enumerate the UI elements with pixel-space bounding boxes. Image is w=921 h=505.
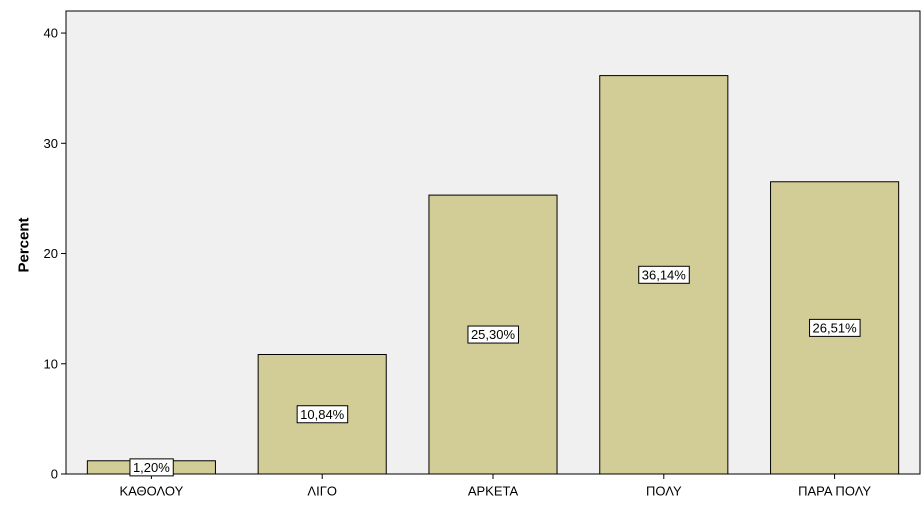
x-tick-label: ΑΡΚΕΤΑ <box>468 484 519 499</box>
data-label-box <box>809 318 861 337</box>
y-tick-label: 0 <box>51 467 58 482</box>
data-label-box <box>467 325 519 344</box>
y-tick-label: 10 <box>44 356 58 371</box>
data-labels-layer: 1,20% 10,84% 25,30% 36,14% 26,51% <box>129 265 861 477</box>
x-axis: ΚΑΘΟΛΟΥ ΛΙΓΟ ΑΡΚΕΤΑ ΠΟΛΥ ΠΑΡΑ ΠΟΛΥ <box>119 474 871 499</box>
data-label: 10,84% <box>296 405 349 424</box>
y-tick-label: 30 <box>44 136 58 151</box>
data-label: 25,30% <box>467 325 519 344</box>
data-label-box <box>638 265 690 284</box>
data-label-text: 26,51% <box>813 320 858 335</box>
data-label-text: 25,30% <box>471 327 516 342</box>
y-axis: 0 10 20 30 40 <box>44 26 66 482</box>
x-tick-label: ΛΙΓΟ <box>307 484 337 499</box>
data-label-text: 1,20% <box>133 460 170 475</box>
y-tick-label: 20 <box>44 246 58 261</box>
y-tick-label: 40 <box>44 26 58 41</box>
x-tick-label: ΚΑΘΟΛΟΥ <box>119 484 183 499</box>
data-label: 36,14% <box>638 265 690 284</box>
data-label: 26,51% <box>809 318 861 337</box>
data-label-box <box>129 458 174 477</box>
data-label-text: 10,84% <box>300 407 345 422</box>
data-label: 1,20% <box>129 458 174 477</box>
data-label-box <box>296 405 349 424</box>
x-tick-label: ΠΑΡΑ ΠΟΛΥ <box>798 484 871 499</box>
y-axis-title: Percent <box>16 217 33 272</box>
x-tick-label: ΠΟΛΥ <box>646 484 682 499</box>
data-label-text: 36,14% <box>642 267 687 282</box>
